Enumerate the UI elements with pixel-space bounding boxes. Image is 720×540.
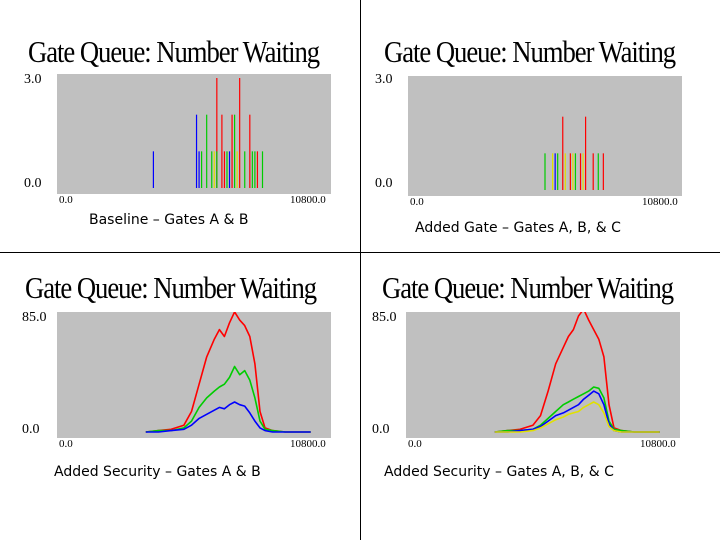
- series-3-line: [494, 401, 660, 433]
- series-0-line: [145, 312, 311, 433]
- chart-title: Gate Queue: Number Waiting: [382, 270, 674, 305]
- x-tick-left: 0.0: [410, 196, 424, 208]
- x-tick-left: 0.0: [59, 438, 73, 450]
- y-tick-top: 3.0: [375, 72, 393, 87]
- chart-caption: Added Gate – Gates A, B, & C: [415, 220, 621, 236]
- plot-svg: [494, 312, 660, 433]
- x-tick-right: 10800.0: [290, 194, 326, 206]
- y-tick-bottom: 0.0: [24, 176, 42, 191]
- chart-panel-baseline: Gate Queue: Number Waiting 3.0 0.0 0.0 1…: [0, 0, 360, 270]
- series-1-line: [145, 365, 311, 433]
- chart-title: Gate Queue: Number Waiting: [25, 270, 317, 305]
- chart-panel-added-security-abc: Gate Queue: Number Waiting 85.0 0.0 0.0 …: [360, 262, 720, 532]
- horizontal-divider: [0, 252, 720, 253]
- plot-area: [406, 312, 680, 438]
- x-tick-left: 0.0: [59, 194, 73, 206]
- y-tick-top: 3.0: [24, 72, 42, 87]
- chart-title: Gate Queue: Number Waiting: [384, 34, 676, 69]
- series-2-line: [145, 401, 311, 433]
- plot-svg: [152, 78, 264, 188]
- x-tick-left: 0.0: [408, 438, 422, 450]
- series-0-line: [494, 312, 660, 433]
- chart-caption: Added Security – Gates A & B: [54, 464, 261, 480]
- plot-area: [408, 76, 682, 196]
- chart-caption: Baseline – Gates A & B: [89, 212, 249, 228]
- x-tick-right: 10800.0: [290, 438, 326, 450]
- plot-svg: [145, 312, 311, 433]
- y-tick-top: 85.0: [22, 310, 47, 325]
- vertical-divider: [360, 0, 361, 540]
- y-tick-bottom: 0.0: [375, 176, 393, 191]
- x-tick-right: 10800.0: [642, 196, 678, 208]
- y-tick-top: 85.0: [372, 310, 397, 325]
- series-1-line: [494, 386, 660, 433]
- chart-panel-added-security-ab: Gate Queue: Number Waiting 85.0 0.0 0.0 …: [0, 262, 360, 532]
- chart-panel-added-gate: Gate Queue: Number Waiting 3.0 0.0 0.0 1…: [360, 0, 720, 270]
- x-tick-right: 10800.0: [640, 438, 676, 450]
- chart-title: Gate Queue: Number Waiting: [28, 34, 320, 69]
- y-tick-bottom: 0.0: [22, 422, 40, 437]
- plot-svg: [544, 116, 604, 190]
- plot-area: [57, 74, 331, 194]
- chart-caption: Added Security – Gates A, B, & C: [384, 464, 614, 480]
- y-tick-bottom: 0.0: [372, 422, 390, 437]
- plot-area: [57, 312, 331, 438]
